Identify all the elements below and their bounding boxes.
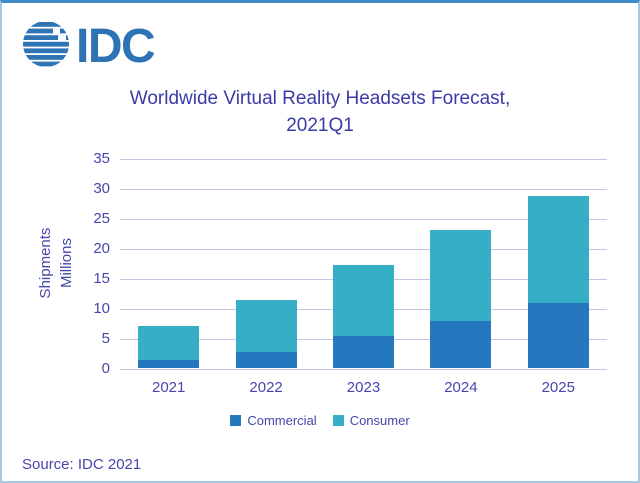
idc-logo: IDC xyxy=(20,16,170,77)
y-tick-label: 10 xyxy=(93,300,110,317)
legend-item-commercial: Commercial xyxy=(230,413,317,428)
y-tick-label: 25 xyxy=(93,210,110,227)
bar-segment-commercial-2025 xyxy=(527,302,589,368)
gridline xyxy=(120,218,607,220)
bar-segment-commercial-2022 xyxy=(235,351,297,368)
y-tick-label: 15 xyxy=(93,270,110,287)
chart-title: Worldwide Virtual Reality Headsets Forec… xyxy=(2,85,638,139)
legend-swatch xyxy=(230,415,242,426)
y-tick-label: 0 xyxy=(101,360,110,377)
bar-segment-commercial-2021 xyxy=(138,359,200,368)
chart-title-line2: 2021Q1 xyxy=(286,115,354,136)
y-tick-label: 5 xyxy=(101,330,110,347)
y-axis-title-line2: Millions xyxy=(58,238,75,289)
legend-label-commercial: Commercial xyxy=(247,413,317,428)
plot-area: 0 5 10 15 20 25 30 35 2021 2022 2023 2024 2025 xyxy=(93,150,607,396)
x-tick-label: 2021 xyxy=(152,379,186,396)
y-tick-label: 20 xyxy=(93,240,110,257)
bar-segment-consumer-2024 xyxy=(430,230,492,322)
x-tick-label: 2023 xyxy=(346,379,381,396)
bar-segment-consumer-2021 xyxy=(138,326,200,360)
y-tick-label: 30 xyxy=(93,180,110,197)
y-axis-title-line1: Shipments xyxy=(37,227,54,299)
y-tick-label: 35 xyxy=(93,150,110,167)
x-tick-label: 2022 xyxy=(249,379,283,396)
x-tick-label: 2024 xyxy=(444,379,478,396)
gridline xyxy=(120,248,607,250)
chart-title-line1: Worldwide Virtual Reality Headsets Forec… xyxy=(129,88,511,109)
legend: Commercial Consumer xyxy=(2,413,638,428)
legend-item-consumer: Consumer xyxy=(332,413,410,428)
bar-segment-commercial-2024 xyxy=(430,321,492,368)
bar-segment-consumer-2023 xyxy=(333,264,394,337)
bar-segment-commercial-2023 xyxy=(333,336,394,368)
gridline xyxy=(120,368,607,370)
idc-logo-text: IDC xyxy=(76,20,155,72)
gridline xyxy=(120,158,607,160)
bar-segment-consumer-2022 xyxy=(235,299,297,352)
idc-logo-graphic: IDC xyxy=(23,20,157,73)
bar-segment-consumer-2025 xyxy=(527,196,589,303)
globe-icon xyxy=(23,22,69,67)
legend-label-consumer: Consumer xyxy=(349,413,410,428)
legend-swatch xyxy=(332,415,344,426)
y-axis-title: Shipments Millions xyxy=(35,228,77,299)
x-tick-label: 2025 xyxy=(541,379,575,396)
source-note: Source: IDC 2021 xyxy=(22,456,142,473)
gridline xyxy=(120,188,607,190)
